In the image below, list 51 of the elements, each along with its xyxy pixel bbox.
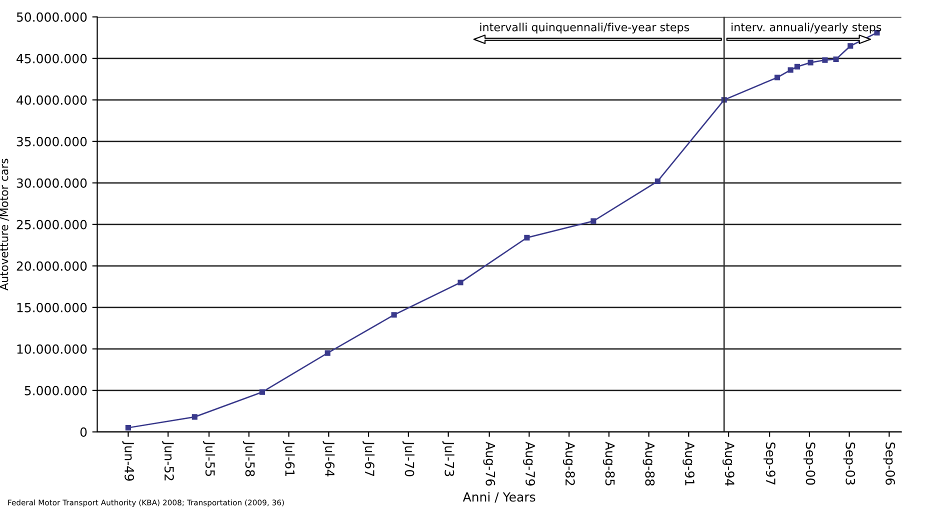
x-tick-label: Sep-03 — [843, 442, 856, 485]
point — [524, 234, 530, 240]
point — [125, 424, 131, 431]
x-tick-label: Sep-06 — [883, 442, 896, 485]
point — [808, 60, 814, 66]
x-tick-label: Jul-73 — [442, 440, 454, 476]
annotation: intervalli quinquennali/five-year steps — [480, 22, 690, 34]
y-tick-label: 0 — [80, 427, 87, 437]
point — [590, 218, 596, 224]
x-tick-label: Jun-49 — [122, 440, 134, 481]
y-tick-label: 25.000.000 — [16, 220, 87, 230]
annotation: interv. annuali/yearly steps — [732, 22, 882, 34]
x-tick-label: Jul-67 — [362, 440, 375, 476]
x-tick-label: Aug-88 — [642, 442, 655, 486]
x-tick-label: Sep-00 — [803, 442, 816, 485]
point — [654, 178, 660, 184]
point — [259, 389, 265, 395]
point — [192, 414, 198, 420]
y-tick-label: 35.000.000 — [16, 136, 87, 146]
point — [391, 312, 397, 318]
point — [822, 57, 828, 63]
point — [774, 74, 780, 80]
x-tick-label: Aug-91 — [682, 442, 694, 486]
y-tick-label: 15.000.000 — [17, 302, 87, 312]
y-tick-label: 10.000.000 — [17, 344, 87, 354]
y-tick-label: 30.000.000 — [16, 178, 87, 188]
x-tick-label: Jul-55 — [203, 440, 216, 476]
y-tick-label: 5.000.000 — [24, 386, 87, 396]
point — [458, 280, 464, 286]
y-tick-label: 40.000.000 — [16, 95, 87, 105]
x-tick-label: Aug-79 — [523, 442, 535, 486]
x-tick-label: Jul-61 — [282, 440, 295, 476]
x-tick-label: Aug-94 — [722, 442, 734, 486]
y-axis-title: Autovetture /Motor cars — [0, 158, 10, 290]
x-axis-title: Anni / Years — [462, 492, 536, 503]
x-tick-label: Aug-76 — [483, 442, 496, 486]
x-tick-label: Jul-58 — [242, 440, 255, 476]
x-tick-label: Jul-64 — [322, 440, 335, 476]
point — [794, 64, 800, 70]
y-tick-label: 20.000.000 — [16, 261, 87, 271]
y-tick-label: 50.000.000 — [16, 12, 87, 22]
x-tick-label: Aug-82 — [563, 442, 575, 486]
point — [833, 56, 839, 62]
x-tick-label: Aug-85 — [602, 442, 615, 486]
x-tick-label: Sep-97 — [764, 442, 776, 485]
point — [848, 43, 854, 49]
y-tick-label: 45.000.000 — [16, 54, 87, 64]
point — [788, 67, 794, 73]
x-tick-label: Jun-52 — [162, 440, 174, 480]
point — [324, 350, 330, 356]
x-tick-label: Jul-70 — [402, 440, 414, 476]
